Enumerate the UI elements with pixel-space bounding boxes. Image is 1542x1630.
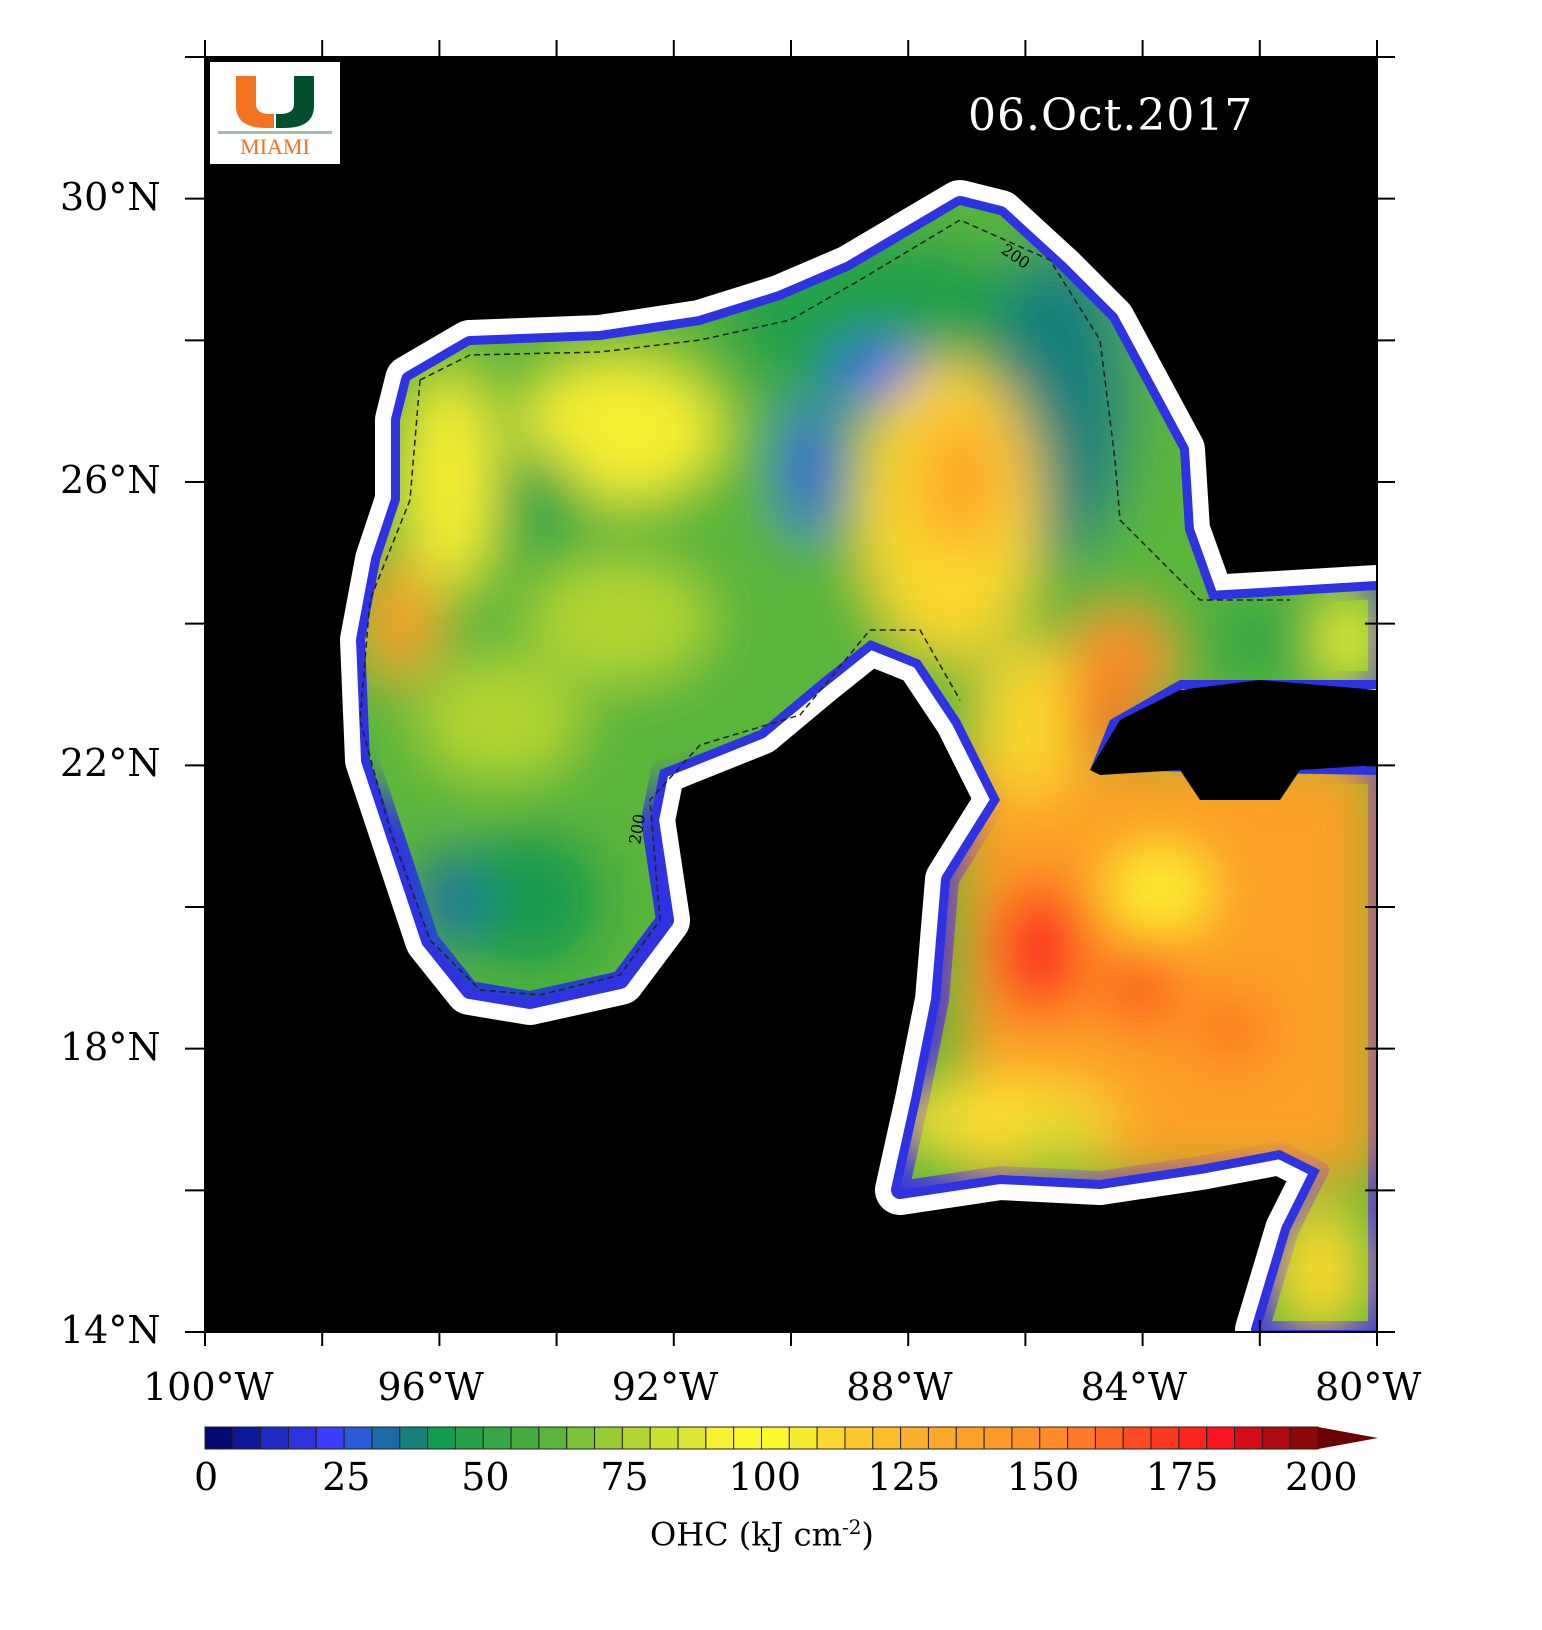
colorbar-bin xyxy=(232,1426,262,1450)
lat-label: 14°N xyxy=(60,1308,161,1352)
colorbar-bin xyxy=(371,1426,401,1450)
colorbar-bin xyxy=(872,1426,902,1450)
colorbar-tick-label: 75 xyxy=(600,1455,649,1499)
colorbar-bin xyxy=(621,1426,651,1450)
colorbar-tick-label: 175 xyxy=(1145,1455,1219,1499)
colorbar-tick-label: 50 xyxy=(461,1455,510,1499)
colorbar-tick-label: 0 xyxy=(194,1455,219,1499)
colorbar-title-text: OHC (kJ cm xyxy=(650,1515,842,1554)
colorbar-bin xyxy=(844,1426,874,1450)
colorbar-bin xyxy=(1094,1426,1124,1450)
colorbar-bin xyxy=(454,1426,484,1450)
lon-label: 80°W xyxy=(1315,1365,1422,1409)
colorbar-tick-label: 100 xyxy=(728,1455,802,1499)
colorbar-bin xyxy=(204,1426,234,1450)
lon-label: 92°W xyxy=(611,1365,719,1409)
colorbar-tick-label: 125 xyxy=(867,1455,941,1499)
lon-label: 88°W xyxy=(846,1365,953,1409)
colorbar-bin xyxy=(1206,1426,1236,1450)
colorbar-bin xyxy=(955,1426,985,1450)
colorbar-bin xyxy=(427,1426,456,1450)
colorbar-bin xyxy=(649,1426,679,1450)
colorbar-bin xyxy=(343,1426,373,1450)
colorbar-tick-label: 25 xyxy=(322,1455,371,1499)
colorbar-bin xyxy=(1067,1426,1096,1450)
colorbar-bin xyxy=(287,1426,317,1450)
lon-label: 84°W xyxy=(1080,1365,1188,1409)
colorbar-bin xyxy=(1234,1426,1263,1450)
colorbar-title-exponent: -2 xyxy=(841,1515,862,1539)
contour-200m xyxy=(359,219,1290,996)
lon-label: 100°W xyxy=(143,1365,274,1409)
lat-label: 26°N xyxy=(60,458,161,502)
colorbar-tick-label: 150 xyxy=(1006,1455,1080,1499)
colorbar-bin xyxy=(816,1426,846,1450)
colorbar-bin xyxy=(788,1426,818,1450)
university-of-miami-logo: MIAMI xyxy=(210,62,340,164)
colorbar-bin xyxy=(705,1426,735,1450)
colorbar-bin xyxy=(1178,1426,1208,1450)
colorbar-bin xyxy=(677,1426,707,1450)
colorbar-bin xyxy=(399,1426,429,1450)
lat-label: 30°N xyxy=(60,174,161,219)
colorbar-bin xyxy=(538,1426,568,1450)
colorbar-bin xyxy=(733,1426,762,1450)
colorbar-bin xyxy=(983,1426,1013,1450)
lat-label: 18°N xyxy=(60,1024,161,1069)
colorbar-bin xyxy=(1150,1426,1180,1450)
axis-ticks xyxy=(185,40,1395,1346)
colorbar-title: OHC (kJ cm-2) xyxy=(650,1515,874,1554)
colorbar-tick-label: 200 xyxy=(1285,1455,1358,1499)
colorbar-over-arrow xyxy=(1318,1427,1378,1449)
colorbar-title-end: ) xyxy=(861,1515,874,1554)
colorbar-bin xyxy=(1039,1426,1069,1450)
cuba xyxy=(1090,680,1377,800)
lon-label: 96°W xyxy=(377,1365,484,1409)
colorbar-bin xyxy=(900,1426,929,1450)
lat-label: 22°N xyxy=(60,741,161,786)
colorbar xyxy=(204,1426,1378,1450)
colorbar-bin xyxy=(1261,1426,1291,1450)
colorbar-bin xyxy=(594,1426,623,1450)
date-label: 06.Oct.2017 xyxy=(968,90,1254,141)
colorbar-bin xyxy=(1289,1426,1319,1450)
colorbar-bin xyxy=(510,1426,540,1450)
colorbar-bin xyxy=(761,1426,790,1450)
colorbar-bin xyxy=(482,1426,512,1450)
colorbar-bin xyxy=(927,1426,957,1450)
colorbar-bin xyxy=(315,1426,345,1450)
colorbar-bin xyxy=(1122,1426,1152,1450)
colorbar-bin xyxy=(1011,1426,1041,1450)
colorbar-bin xyxy=(260,1426,289,1450)
colorbar-bin xyxy=(566,1426,596,1450)
